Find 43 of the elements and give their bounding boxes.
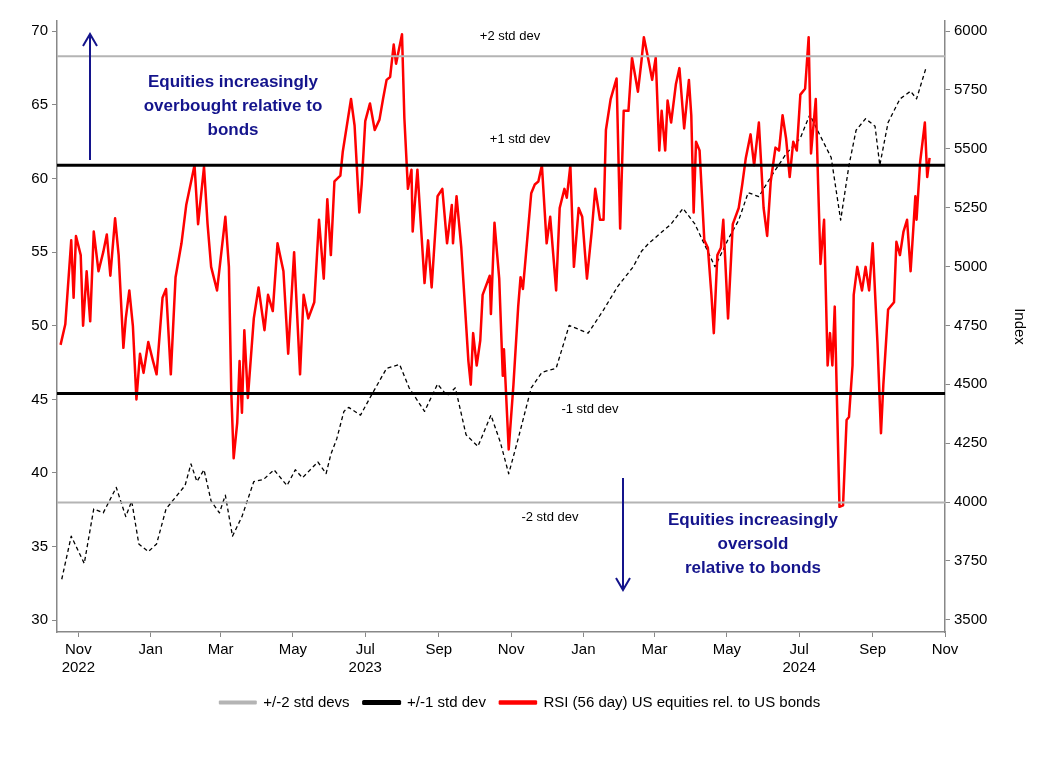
y2-tick-label: 5250	[954, 197, 988, 215]
legend-label: RSI (56 day) US equities rel. to US bonds	[543, 692, 821, 710]
legend-label: +/-1 std dev	[407, 692, 487, 710]
x-tick-label: Nov 2022	[61, 640, 96, 676]
annotation: -2 std dev	[520, 509, 580, 525]
annotation: Equities increasingly overbought relative to bonds	[142, 71, 324, 141]
x-tick-label: Sep	[425, 640, 453, 658]
x-tick-label: Sep	[859, 640, 887, 658]
x-tick-label: May	[712, 640, 742, 658]
y2-tick-label: 3750	[954, 551, 988, 569]
x-tick-label: Mar	[641, 640, 668, 658]
y2-tick-label: 5750	[954, 80, 988, 98]
x-tick-label: Jan	[571, 640, 596, 658]
y2-tick-label: 5000	[954, 256, 988, 274]
x-tick-label: May	[278, 640, 308, 658]
x-tick-label: Jan	[138, 640, 163, 658]
x-tick-label: Nov	[931, 640, 959, 658]
y-tick-label: 70	[31, 21, 48, 39]
x-tick-label: Jul 2024	[782, 640, 816, 676]
y2-tick-label: 4000	[954, 492, 988, 510]
y2-tick-label: 6000	[954, 21, 988, 39]
y-tick-label: 45	[31, 389, 48, 407]
y-tick-label: 50	[31, 315, 48, 333]
annotation: Equities increasingly oversold relative to bonds	[666, 509, 840, 579]
y-tick-label: 35	[31, 536, 48, 554]
y2-tick-label: 5500	[954, 138, 988, 156]
y-tick-label: 30	[31, 610, 48, 628]
y2-axis-title: Index	[1011, 308, 1029, 346]
annotation: +2 std dev	[478, 28, 542, 44]
x-tick-label: Jul 2023	[348, 640, 382, 676]
y2-tick-label: 4250	[954, 433, 988, 451]
legend-label: +/-2 std devs	[263, 692, 350, 710]
annotation: +1 std dev	[488, 131, 552, 147]
y2-tick-label: 3500	[954, 609, 988, 627]
y2-tick-label: 4500	[954, 374, 988, 392]
y-tick-label: 65	[31, 95, 48, 113]
annotation: -1 std dev	[560, 401, 620, 417]
y2-tick-label: 4750	[954, 315, 988, 333]
x-tick-label: Mar	[207, 640, 234, 658]
y-tick-label: 60	[31, 168, 48, 186]
y-tick-label: 55	[31, 242, 48, 260]
x-tick-label: Nov	[497, 640, 525, 658]
y-tick-label: 40	[31, 463, 48, 481]
